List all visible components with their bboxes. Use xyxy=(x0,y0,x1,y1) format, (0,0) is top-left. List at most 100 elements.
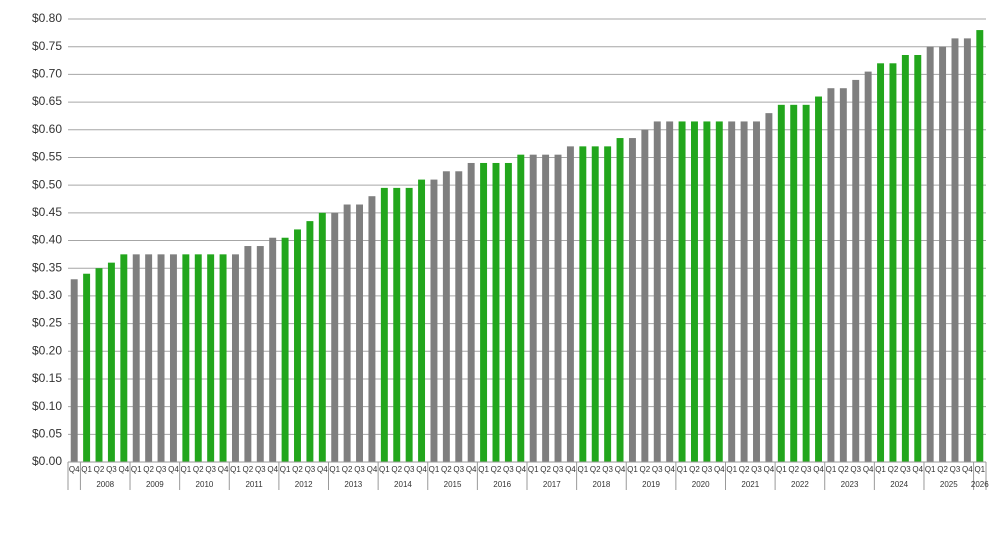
year-label: 2012 xyxy=(295,480,313,489)
x-tick-label: Q4 xyxy=(962,465,973,474)
x-tick-label: Q4 xyxy=(168,465,179,474)
x-tick-label: Q3 xyxy=(106,465,117,474)
bar xyxy=(852,79,860,462)
year-label: 2009 xyxy=(146,480,164,489)
bar xyxy=(418,179,426,462)
x-tick-label: Q2 xyxy=(937,465,948,474)
bar xyxy=(83,273,91,462)
x-tick-label: Q2 xyxy=(739,465,750,474)
bar xyxy=(765,113,773,462)
x-tick-label: Q4 xyxy=(218,465,229,474)
x-tick-label: Q2 xyxy=(788,465,799,474)
x-tick-label: Q1 xyxy=(528,465,539,474)
y-tick-label: $0.75 xyxy=(32,39,62,53)
y-tick-label: $0.50 xyxy=(32,177,62,191)
bar xyxy=(120,254,128,462)
x-tick-label: Q4 xyxy=(367,465,378,474)
year-label: 2015 xyxy=(444,480,462,489)
x-tick-label: Q4 xyxy=(912,465,923,474)
x-tick-label: Q2 xyxy=(590,465,601,474)
x-tick-label: Q3 xyxy=(652,465,663,474)
x-tick-label: Q3 xyxy=(850,465,861,474)
year-label: 2023 xyxy=(841,480,859,489)
x-tick-label: Q4 xyxy=(515,465,526,474)
x-tick-label: Q2 xyxy=(193,465,204,474)
bar xyxy=(889,63,897,463)
x-tick-label: Q4 xyxy=(118,465,129,474)
bar xyxy=(318,212,326,462)
year-label: 2020 xyxy=(692,480,710,489)
bar xyxy=(169,254,177,462)
bar xyxy=(790,104,798,463)
y-tick-label: $0.70 xyxy=(32,67,62,81)
x-tick-label: Q2 xyxy=(888,465,899,474)
bar xyxy=(901,54,909,463)
bar xyxy=(70,279,78,462)
x-tick-label: Q3 xyxy=(503,465,514,474)
x-tick-label: Q4 xyxy=(565,465,576,474)
year-label: 2008 xyxy=(96,480,114,489)
bar xyxy=(777,104,785,463)
x-tick-label: Q2 xyxy=(441,465,452,474)
year-label: 2024 xyxy=(890,480,908,489)
bar xyxy=(194,254,202,462)
x-tick-label: Q4 xyxy=(267,465,278,474)
bar xyxy=(207,254,215,462)
bar xyxy=(480,162,488,462)
x-tick-label: Q3 xyxy=(354,465,365,474)
year-label: 2021 xyxy=(741,480,759,489)
bar xyxy=(269,237,277,462)
bar xyxy=(963,38,971,462)
x-tick-label: Q3 xyxy=(950,465,961,474)
x-tick-label: Q2 xyxy=(94,465,105,474)
year-label: 2016 xyxy=(493,480,511,489)
bar xyxy=(976,30,984,462)
bar xyxy=(666,121,674,462)
bar xyxy=(591,146,599,463)
bar xyxy=(728,121,736,462)
x-tick-label: Q1 xyxy=(230,465,241,474)
bar xyxy=(145,254,153,462)
x-tick-label: Q1 xyxy=(974,465,985,474)
x-tick-label: Q2 xyxy=(292,465,303,474)
x-tick-label: Q4 xyxy=(416,465,427,474)
bar xyxy=(815,96,823,463)
x-tick-label: Q2 xyxy=(391,465,402,474)
bar xyxy=(740,121,748,462)
bar xyxy=(690,121,698,462)
x-tick-label: Q3 xyxy=(255,465,266,474)
bar xyxy=(839,88,847,462)
bar xyxy=(914,54,922,463)
bar xyxy=(95,268,103,462)
bar xyxy=(356,204,364,462)
x-tick-label: Q3 xyxy=(156,465,167,474)
x-tick-label: Q1 xyxy=(826,465,837,474)
x-tick-label: Q4 xyxy=(317,465,328,474)
year-label: 2011 xyxy=(245,480,263,489)
bar xyxy=(653,121,661,462)
y-tick-label: $0.40 xyxy=(32,233,62,247)
y-tick-label: $0.45 xyxy=(32,205,62,219)
bar xyxy=(703,121,711,462)
bar xyxy=(231,254,239,462)
y-tick-label: $0.60 xyxy=(32,122,62,136)
bar xyxy=(132,254,140,462)
y-tick-label: $0.55 xyxy=(32,150,62,164)
bar xyxy=(492,162,500,462)
bar xyxy=(864,71,872,462)
year-label: 2013 xyxy=(344,480,362,489)
x-tick-label: Q1 xyxy=(577,465,588,474)
bar xyxy=(455,171,463,462)
x-tick-label: Q1 xyxy=(478,465,489,474)
bar xyxy=(467,162,475,462)
y-tick-label: $0.25 xyxy=(32,316,62,330)
y-tick-label: $0.35 xyxy=(32,260,62,274)
x-tick-label: Q1 xyxy=(925,465,936,474)
year-label: 2022 xyxy=(791,480,809,489)
x-tick-label: Q3 xyxy=(305,465,316,474)
bar xyxy=(939,46,947,462)
bar xyxy=(827,88,835,462)
bar xyxy=(294,229,301,462)
x-tick-label: Q2 xyxy=(342,465,353,474)
